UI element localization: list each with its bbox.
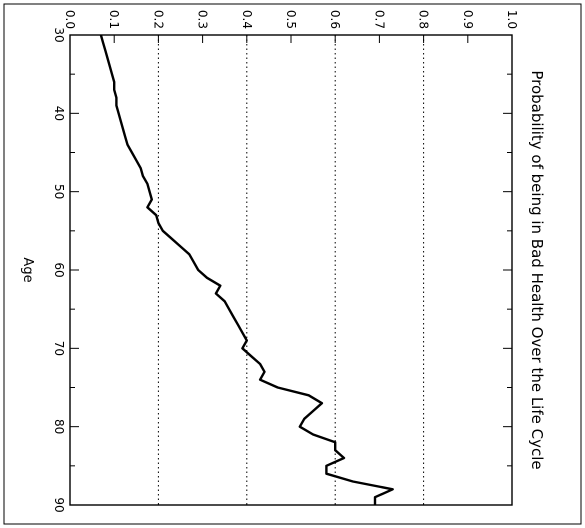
y-tick-label-1: 0.1 [107, 10, 121, 29]
chart-title: Probability of being in Bad Health Over … [528, 70, 546, 469]
x-tick-label-2: 50 [52, 184, 66, 199]
x-tick-label-1: 40 [52, 106, 66, 121]
x-tick-label-5: 80 [52, 419, 66, 434]
y-tick-label-6: 0.6 [328, 10, 342, 29]
y-tick-label-2: 0.2 [151, 10, 165, 29]
y-tick-label-0: 0.0 [63, 10, 77, 29]
x-tick-label-3: 60 [52, 262, 66, 277]
y-tick-label-3: 0.3 [196, 10, 210, 29]
y-tick-label-7: 0.7 [372, 10, 386, 29]
plot-area [69, 34, 513, 506]
x-tick-label-4: 70 [52, 341, 66, 356]
y-tick-label-8: 0.8 [417, 10, 431, 29]
y-tick-label-9: 0.9 [461, 10, 475, 29]
y-tick-label-10: 1.0 [505, 10, 519, 29]
x-tick-label-6: 90 [52, 497, 66, 512]
y-axis-ticks: 0.0 0.1 0.2 0.3 0.4 0.5 0.6 0.7 0.8 0.9 1.0 [63, 10, 519, 43]
series-line [99, 34, 394, 505]
outer-border [3, 3, 582, 525]
y-tick-label-5: 0.5 [284, 10, 298, 29]
x-axis-label: Age [20, 257, 35, 282]
x-tick-label-0: 30 [52, 27, 66, 42]
y-tick-label-4: 0.4 [240, 10, 254, 29]
gridlines [157, 35, 425, 505]
x-axis-ticks: 30 40 50 60 70 80 90 [52, 27, 512, 513]
